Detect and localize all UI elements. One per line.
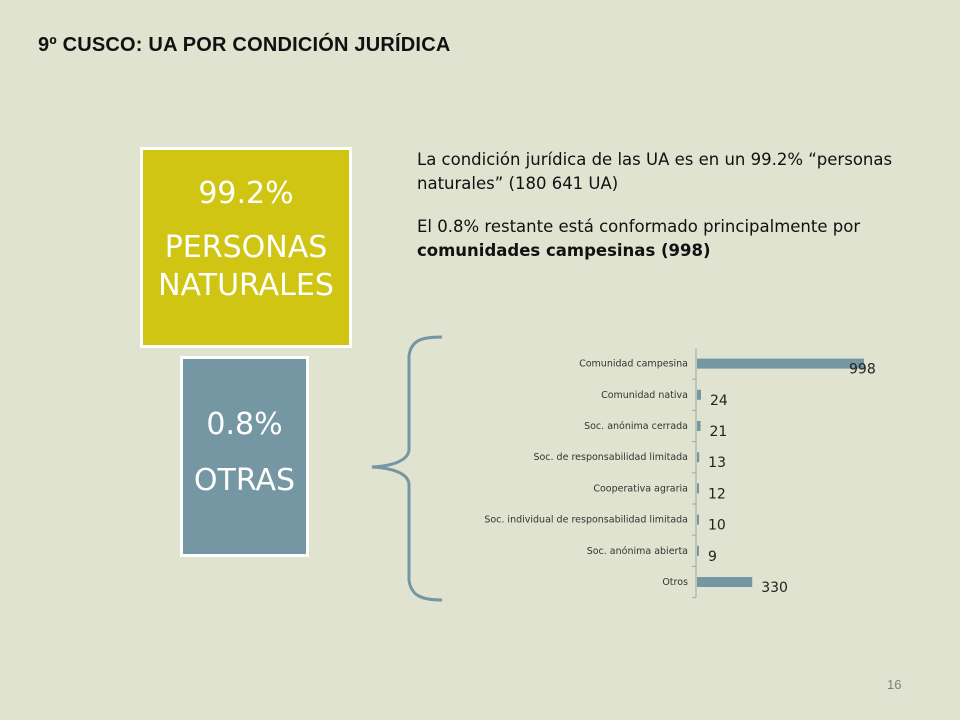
- data-label: 9: [708, 549, 717, 565]
- data-label: 24: [710, 393, 728, 409]
- data-label: 13: [708, 455, 726, 471]
- personas-naturales-percent: 99.2%: [198, 176, 294, 211]
- bar: [697, 358, 864, 369]
- bar: [697, 483, 700, 494]
- bar: [697, 421, 701, 431]
- slide-title: 9º CUSCO: UA POR CONDICIÓN JURÍDICA: [38, 34, 451, 56]
- data-label: 10: [708, 518, 726, 534]
- category-label: Soc. anónima cerrada: [584, 421, 688, 432]
- category-label: Soc. anónima abierta: [587, 546, 688, 557]
- data-label: 330: [761, 580, 788, 596]
- category-label: Otros: [662, 577, 688, 588]
- bar: [697, 577, 753, 587]
- description-para-2-text: El 0.8% restante está conformado princip…: [417, 216, 861, 236]
- category-label: Comunidad campesina: [579, 359, 688, 370]
- bar: [697, 545, 699, 556]
- data-label: 21: [710, 424, 728, 440]
- condicion-juridica-bar-chart: Comunidad campesina 998 Comunidad nativa 24…: [484, 348, 876, 599]
- bar: [697, 514, 699, 525]
- otras-box: 0.8% OTRAS: [180, 356, 309, 557]
- data-label: 12: [708, 486, 726, 502]
- description-para-2: El 0.8% restante está conformado princip…: [417, 215, 917, 263]
- description-para-1: La condición jurídica de las UA es en un…: [417, 150, 893, 193]
- data-label: 998: [849, 362, 876, 378]
- bar: [697, 452, 700, 463]
- description: La condición jurídica de las UA es en un…: [417, 148, 917, 282]
- otras-percent: 0.8%: [206, 407, 283, 442]
- curly-brace-icon: [371, 335, 443, 602]
- category-label: Soc. individual de responsabilidad limit…: [484, 515, 688, 526]
- personas-naturales-box: 99.2% PERSONAS NATURALES: [140, 147, 352, 348]
- page-number: 16: [887, 677, 902, 692]
- category-label: Soc. de responsabilidad limitada: [533, 452, 688, 463]
- otras-label: OTRAS: [193, 463, 296, 498]
- description-para-2-bold: comunidades campesinas (998): [417, 240, 711, 260]
- category-label: Comunidad nativa: [601, 390, 688, 401]
- bar: [697, 389, 702, 400]
- category-label: Cooperativa agraria: [593, 483, 688, 494]
- personas-naturales-label: PERSONAS NATURALES: [158, 230, 334, 303]
